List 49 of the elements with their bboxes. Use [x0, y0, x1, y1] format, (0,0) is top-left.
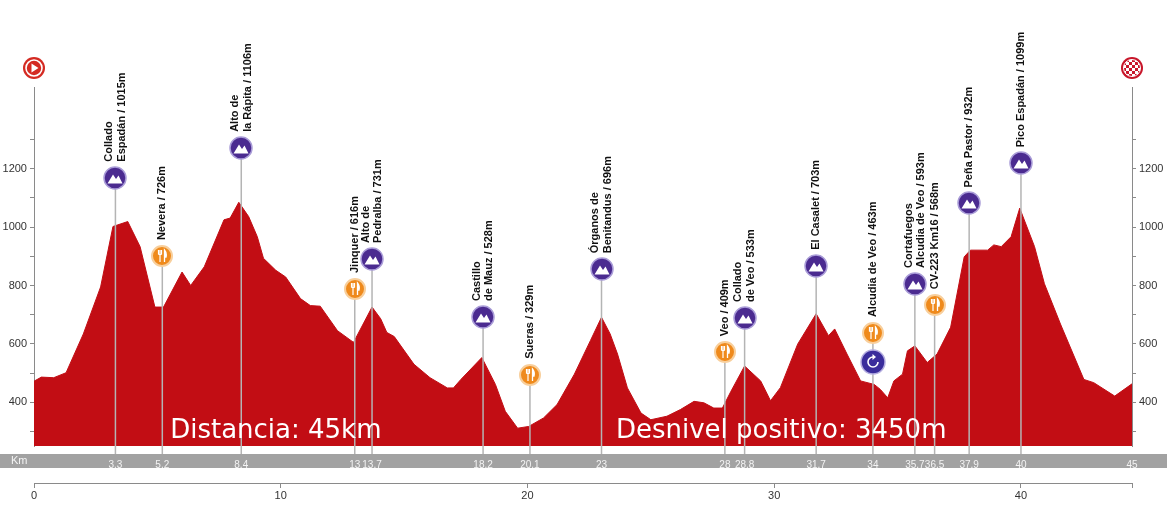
ref-line-label: Castillo de Mauz / 528m — [469, 220, 495, 301]
ref-line-label: Jinquer / 616m — [347, 195, 360, 274]
x2-tick-label: 37.9 — [959, 458, 980, 470]
x2-tick-label: 5.2 — [155, 458, 170, 470]
ref-line-label: Peña Pastor / 932m — [962, 86, 975, 188]
x2-tick-label: 3.3 — [108, 458, 123, 470]
x2-tick-label: 36.5 — [924, 458, 945, 470]
x2-tick-label: 35.7 — [905, 458, 926, 470]
ref-line-label: Alto de Pedralba / 731m — [358, 159, 384, 244]
y2-tick-label: 1200 — [1139, 161, 1164, 174]
x2-tick-label: 18.2 — [473, 458, 494, 470]
x2-tick-label: 20.1 — [520, 458, 541, 470]
ref-line-label: Collado de Veo / 533m — [731, 229, 756, 303]
x-tick-label: 0 — [30, 488, 38, 501]
ref-line-label: Veo / 409m — [717, 279, 730, 337]
ref-line-label: Órganos de Benitandus / 696m — [588, 155, 613, 254]
y-tick-label: 1200 — [2, 161, 27, 174]
y-tick-label: 600 — [8, 336, 27, 349]
ref-line-label: CV-223 Km16 / 568m — [927, 181, 940, 290]
ref-line-label: Cortafuegos Alcudia de Veo / 593m — [901, 152, 927, 268]
y2-tick-label: 1000 — [1139, 220, 1164, 233]
y-tick-label: 1000 — [2, 220, 27, 233]
x-tick-label: 20 — [521, 488, 534, 501]
y-tick-label: 800 — [8, 278, 27, 291]
y2-tick-label: 400 — [1139, 395, 1158, 408]
x2-tick-label: 34 — [867, 458, 879, 470]
x2-tick-label: 23 — [595, 458, 608, 470]
x2-tick-label: 31.7 — [806, 458, 827, 470]
x2-tick-label: 13 — [349, 458, 361, 470]
x-tick-label: 10 — [274, 488, 287, 501]
x-tick-label: 30 — [768, 488, 781, 501]
ref-line-label: El Casalet / 703m — [809, 159, 822, 250]
y2-tick-label: 800 — [1139, 278, 1158, 291]
x2-tick-label: 45 — [1126, 458, 1138, 470]
ref-line-label: Pico Espadán / 1099m — [1014, 31, 1026, 148]
x2-tick-label: 28 — [719, 458, 731, 470]
ref-line-label: Alto de la Rápita / 1106m — [228, 42, 253, 132]
x2-tick-label: 40 — [1015, 458, 1027, 470]
ref-line-label: Alcudia de Veo / 463m — [865, 201, 878, 318]
x2-tick-label: 13.7 — [362, 458, 383, 470]
ref-line-label: Nevera / 726m — [155, 165, 168, 241]
ref-line-label: Sueras / 329m — [522, 284, 535, 359]
x2-tick-label: 8.4 — [234, 458, 249, 470]
y-tick-label: 400 — [8, 395, 27, 408]
x-tick-label: 40 — [1014, 488, 1028, 501]
y2-tick-label: 600 — [1139, 336, 1158, 349]
x2-axis-title: Km — [11, 454, 28, 467]
ref-line-label: Collado Espadán / 1015m — [102, 72, 127, 162]
x2-tick-label: 28.8 — [734, 458, 755, 470]
